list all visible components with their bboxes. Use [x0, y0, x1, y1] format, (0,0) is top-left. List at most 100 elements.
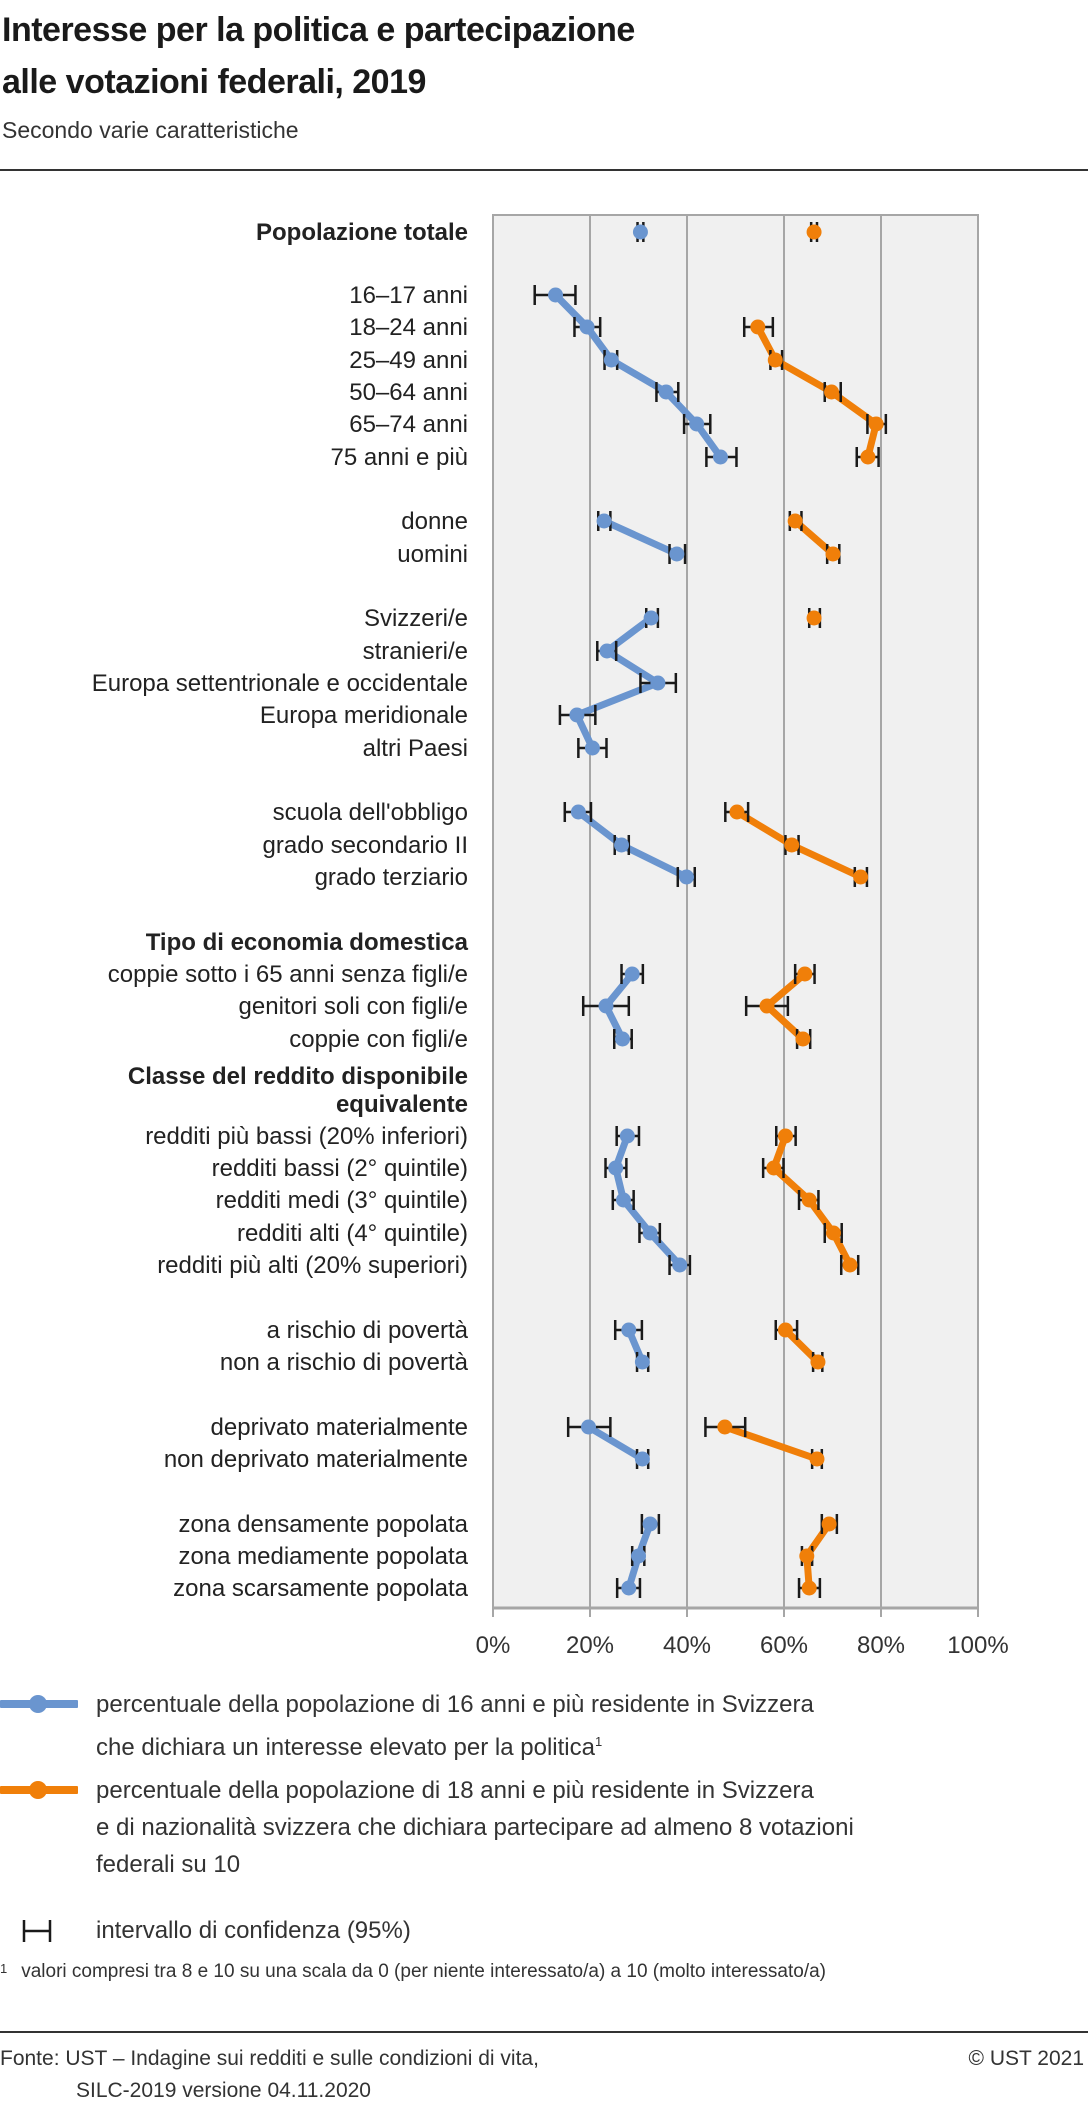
- interest-data-point: [621, 1580, 637, 1596]
- category-label: coppie con figli/e: [289, 1026, 468, 1053]
- category-label: redditi più alti (20% superiori): [157, 1252, 468, 1279]
- category-header-label: Popolazione totale: [256, 219, 468, 246]
- participation-data-point: [777, 1128, 793, 1144]
- x-tick-label: 100%: [947, 1632, 1008, 1659]
- participation-data-point: [750, 319, 766, 335]
- interest-data-point: [632, 224, 648, 240]
- participation-data-point: [787, 513, 803, 529]
- interest-data-point: [634, 1354, 650, 1370]
- legend-participation-line3: federali su 10: [96, 1851, 241, 1878]
- participation-data-point: [825, 1225, 841, 1241]
- category-label: Europa meridionale: [260, 702, 468, 729]
- x-tick-label: 60%: [760, 1632, 808, 1659]
- legend-text-ci: intervallo di confidenza (95%): [96, 1917, 411, 1944]
- x-tick-label: 0%: [476, 1632, 511, 1659]
- interest-data-point: [598, 998, 614, 1014]
- participation-data-point: [799, 1548, 815, 1564]
- category-label: a rischio di povertà: [267, 1317, 469, 1344]
- category-label: uomini: [397, 541, 468, 568]
- category-label: redditi più bassi (20% inferiori): [145, 1123, 468, 1150]
- legend-interest-line1: percentuale della popolazione di 16 anni…: [96, 1691, 814, 1718]
- category-labels: Popolazione totale 16–17 anni 18–24 anni 25…: [92, 219, 469, 1602]
- legend-participation-line2: e di nazionalità svizzera che dichiara p…: [96, 1814, 854, 1841]
- category-label: redditi bassi (2° quintile): [212, 1155, 468, 1182]
- participation-data-point: [784, 837, 800, 853]
- copyright: © UST 2021: [968, 2047, 1084, 2070]
- interest-data-point: [579, 319, 595, 335]
- chart: Popolazione totale 16–17 anni 18–24 anni 25…: [92, 214, 1009, 1659]
- footnote-number: 1: [0, 1961, 8, 1976]
- legend-text-interest: percentuale della popolazione di 16 anni…: [96, 1686, 1076, 1766]
- interest-data-point: [650, 675, 666, 691]
- category-label: redditi medi (3° quintile): [216, 1187, 468, 1214]
- category-label: 65–74 anni: [349, 411, 468, 438]
- category-label: coppie sotto i 65 anni senza figli/e: [108, 961, 468, 988]
- participation-data-point: [825, 546, 841, 562]
- participation-data-point: [777, 1322, 793, 1338]
- chart-subtitle: Secondo varie caratteristiche: [2, 117, 299, 143]
- category-label: zona densamente popolata: [178, 1511, 468, 1538]
- interest-data-point: [569, 707, 585, 723]
- category-label: 18–24 anni: [349, 314, 468, 341]
- category-label: Svizzeri/e: [364, 605, 468, 632]
- category-header-label: Tipo di economia domestica: [146, 929, 469, 956]
- participation-data-point: [842, 1257, 858, 1273]
- category-label: scuola dell'obbligo: [273, 799, 468, 826]
- source-line1: Fonte: UST – Indagine sui redditi e sull…: [0, 2047, 539, 2070]
- confidence-interval-icon: [22, 1920, 52, 1942]
- category-label: zona mediamente popolata: [178, 1543, 468, 1570]
- interest-data-point: [608, 1160, 624, 1176]
- plot-area: [492, 214, 979, 1609]
- interest-data-point: [658, 384, 674, 400]
- interest-data-point: [570, 804, 586, 820]
- data-points: [548, 224, 884, 1596]
- participation-data-point: [797, 966, 813, 982]
- participation-data-point: [860, 449, 876, 465]
- category-header-label: equivalente: [336, 1091, 468, 1118]
- participation-data-point: [759, 998, 775, 1014]
- interest-data-point: [631, 1548, 646, 1564]
- category-label: grado terziario: [315, 864, 468, 891]
- interest-data-point: [548, 287, 564, 303]
- x-tick-label: 80%: [857, 1632, 905, 1659]
- participation-data-point: [766, 1160, 782, 1176]
- category-label: 25–49 anni: [349, 347, 468, 374]
- participation-data-point: [729, 804, 745, 820]
- participation-data-point: [868, 416, 884, 432]
- interest-data-point: [642, 1516, 658, 1532]
- participation-data-point: [806, 610, 822, 626]
- interest-data-point: [679, 869, 695, 885]
- participation-data-point: [810, 1354, 826, 1370]
- footnote-marker: 1: [594, 1734, 603, 1749]
- category-label: 75 anni e più: [331, 444, 468, 471]
- bottom-divider: [0, 2031, 1088, 2033]
- category-label: non a rischio di povertà: [220, 1349, 469, 1376]
- participation-data-point: [824, 384, 840, 400]
- category-label: zona scarsamente popolata: [173, 1575, 469, 1602]
- legend-swatch-interest-dot: [29, 1695, 47, 1713]
- chart-title-line2: alle votazioni federali, 2019: [2, 63, 426, 101]
- interest-data-point: [689, 416, 705, 432]
- legend-interest-line2: che dichiara un interesse elevato per la…: [96, 1734, 595, 1761]
- footnote: 1 valori compresi tra 8 e 10 su una scala…: [0, 1961, 826, 1983]
- participation-data-point: [806, 224, 822, 240]
- category-label: donne: [401, 508, 468, 535]
- x-tick-label: 20%: [566, 1632, 614, 1659]
- category-label: genitori soli con figli/e: [239, 993, 468, 1020]
- category-label: deprivato materialmente: [211, 1414, 468, 1441]
- x-tick-label: 40%: [663, 1632, 711, 1659]
- legend-swatch-participation-dot: [29, 1781, 47, 1799]
- category-label: Europa settentrionale e occidentale: [92, 670, 468, 697]
- interest-data-point: [596, 513, 612, 529]
- interest-data-point: [712, 449, 728, 465]
- interest-series-line: [600, 517, 681, 558]
- participation-data-point: [801, 1580, 817, 1596]
- participation-data-point: [809, 1451, 825, 1467]
- category-label: altri Paesi: [363, 735, 468, 762]
- top-divider: [0, 169, 1088, 171]
- participation-data-point: [795, 1031, 811, 1047]
- interest-data-point: [669, 546, 685, 562]
- interest-data-point: [634, 1451, 650, 1467]
- interest-data-point: [614, 1031, 630, 1047]
- category-label: 50–64 anni: [349, 379, 468, 406]
